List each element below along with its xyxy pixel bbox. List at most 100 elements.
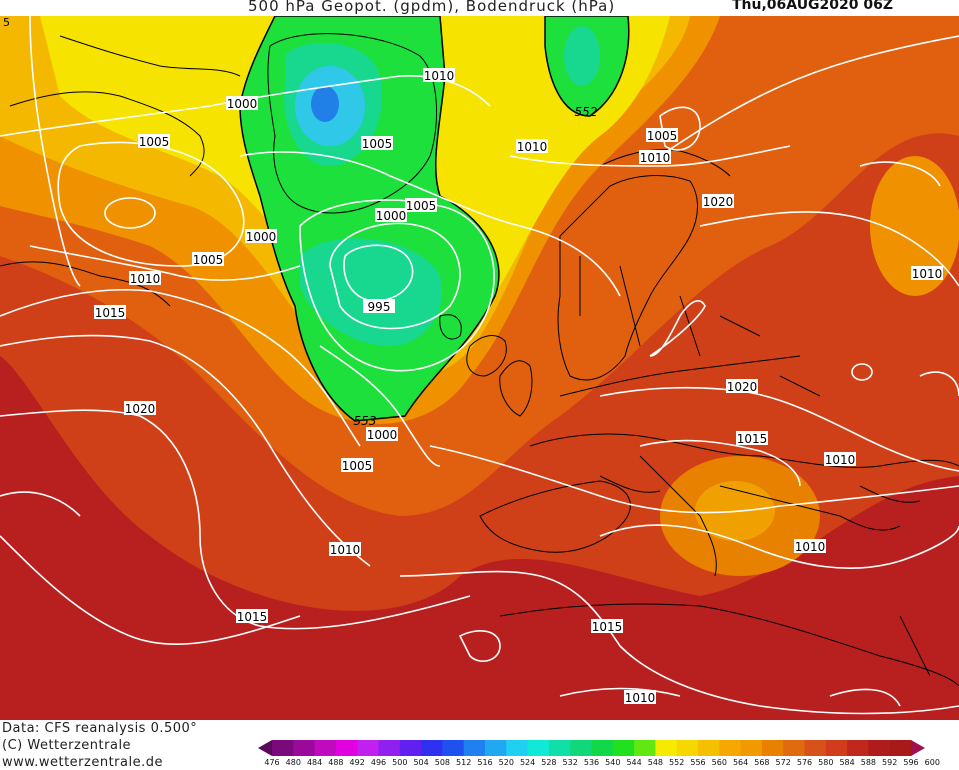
isobar-label: 1000 <box>245 229 277 244</box>
legend-swatch <box>485 740 507 756</box>
legend-arrow-right <box>911 740 925 756</box>
svg-text:1020: 1020 <box>727 380 758 394</box>
legend-tick-label: 556 <box>690 758 706 767</box>
svg-text:1010: 1010 <box>625 691 656 705</box>
legend-swatch <box>847 740 869 756</box>
svg-text:1015: 1015 <box>95 306 126 320</box>
legend-tick-label: 572 <box>775 758 791 767</box>
legend-swatch <box>591 740 614 756</box>
isobar-label: 1015 <box>591 619 623 634</box>
legend-swatch <box>655 740 678 756</box>
legend-swatch <box>463 740 486 756</box>
legend-tick-label: 516 <box>477 758 493 767</box>
isobar-label: 1005 <box>138 134 170 149</box>
legend-swatch <box>825 740 848 756</box>
isobar-label: 1000 <box>226 96 258 111</box>
legend-swatch <box>804 740 827 756</box>
svg-text:1010: 1010 <box>825 453 856 467</box>
legend-tick-label: 480 <box>285 758 301 767</box>
field-green-core-north <box>564 26 600 86</box>
legend-tick-label: 584 <box>839 758 855 767</box>
weather-map: 1000 1005 1010 1005 1010 1005 1010 1000 … <box>0 16 959 720</box>
isobar-label: 1020 <box>124 401 156 416</box>
legend-swatch <box>634 740 656 756</box>
svg-text:1000: 1000 <box>246 230 277 244</box>
legend-swatch <box>676 740 699 756</box>
legend-tick-label: 564 <box>732 758 749 767</box>
svg-text:553: 553 <box>354 414 377 428</box>
svg-text:1005: 1005 <box>193 253 224 267</box>
legend-swatch <box>506 740 529 756</box>
legend-tick-label: 568 <box>754 758 770 767</box>
field-teal-core <box>300 238 442 346</box>
svg-text:1010: 1010 <box>130 272 161 286</box>
svg-text:1000: 1000 <box>367 428 398 442</box>
legend-tick-label: 484 <box>306 758 323 767</box>
isobar-label: 1010 <box>824 452 856 467</box>
svg-text:1010: 1010 <box>330 543 361 557</box>
svg-text:1010: 1010 <box>424 69 455 83</box>
isobar-label: 1010 <box>794 539 826 554</box>
isobar-label: 1015 <box>236 609 268 624</box>
corner-mark: 5 <box>3 16 10 29</box>
legend-swatch <box>399 740 422 756</box>
isobar-label: 1010 <box>329 542 361 557</box>
isobar-label: 1020 <box>702 194 734 209</box>
legend-tick-label: 512 <box>456 758 472 767</box>
legend-swatch <box>527 740 550 756</box>
legend-tick-label: 540 <box>605 758 621 767</box>
legend-swatch <box>612 740 635 756</box>
legend-swatch <box>357 740 379 756</box>
legend-tick-label: 552 <box>669 758 685 767</box>
isobar-label: 1010 <box>423 68 455 83</box>
isobar-label: 1005 <box>646 128 678 143</box>
legend-swatch <box>314 740 337 756</box>
color-legend <box>258 740 925 756</box>
svg-text:1000: 1000 <box>376 209 407 223</box>
isobar-label: 1010 <box>639 150 671 165</box>
chart-title: 500 hPa Geopot. (gpdm), Bodendruck (hPa) <box>248 0 616 15</box>
legend-tick-label: 548 <box>647 758 664 767</box>
legend-tick-label: 500 <box>392 758 408 767</box>
height-label: 552 <box>575 105 598 119</box>
legend-tick-label: 544 <box>626 758 642 767</box>
legend-swatch <box>378 740 401 756</box>
legend-tick-label: 600 <box>924 758 940 767</box>
svg-text:1005: 1005 <box>406 199 437 213</box>
isobar-label: 1010 <box>624 690 656 705</box>
isobar-label: 1005 <box>405 198 437 213</box>
legend-tick-label: 488 <box>328 758 344 767</box>
isobar-label: 1000 <box>375 208 407 223</box>
legend-swatch <box>698 740 720 756</box>
svg-text:1015: 1015 <box>237 610 268 624</box>
legend-tick-label: 576 <box>796 758 813 767</box>
isobar-label: 1015 <box>94 305 126 320</box>
svg-text:1005: 1005 <box>139 135 170 149</box>
isobar-label: 995 <box>363 299 395 314</box>
legend-swatch <box>740 740 763 756</box>
legend-swatch <box>421 740 443 756</box>
legend-tick-label: 592 <box>882 758 898 767</box>
svg-text:1020: 1020 <box>125 402 156 416</box>
field-gold-east <box>870 156 959 296</box>
legend-tick-label: 588 <box>860 758 877 767</box>
svg-text:1010: 1010 <box>640 151 671 165</box>
svg-text:1020: 1020 <box>703 195 734 209</box>
legend-swatch <box>889 740 912 756</box>
svg-text:995: 995 <box>368 300 391 314</box>
height-labels: 552 553 <box>354 105 598 428</box>
legend-swatch <box>761 740 784 756</box>
website-url[interactable]: www.wetterzentrale.de <box>2 755 163 770</box>
legend-tick-label: 520 <box>498 758 514 767</box>
copyright: (C) Wetterzentrale <box>2 738 132 753</box>
isobar-label: 1005 <box>192 252 224 267</box>
legend-tick-label: 496 <box>370 758 387 767</box>
legend-swatch <box>442 740 465 756</box>
isobar-label: 1010 <box>911 266 943 281</box>
svg-text:1015: 1015 <box>592 620 623 634</box>
svg-text:552: 552 <box>575 105 598 119</box>
legend-swatch <box>548 740 571 756</box>
isobar-label: 1005 <box>361 136 393 151</box>
legend-tick-label: 536 <box>583 758 600 767</box>
svg-text:1010: 1010 <box>517 140 548 154</box>
